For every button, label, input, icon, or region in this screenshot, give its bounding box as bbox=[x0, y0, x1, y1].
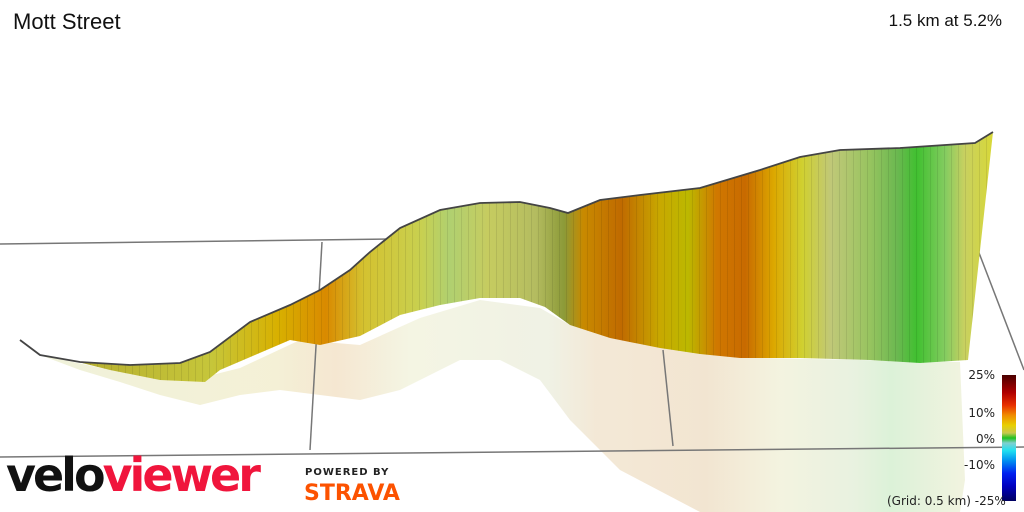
legend-label-10: 10% bbox=[968, 406, 995, 420]
profile-reflection bbox=[40, 300, 965, 512]
legend-label-0: 0% bbox=[975, 432, 995, 446]
legend-label-minus10: -10% bbox=[963, 458, 995, 472]
veloviewer-logo: veloviewer bbox=[6, 452, 261, 498]
strava-logo: STRAVA bbox=[304, 481, 400, 506]
logo-viewer: viewer bbox=[102, 448, 261, 502]
legend-label-25: 25% bbox=[968, 368, 995, 382]
segment-summary: 1.5 km at 5.2% bbox=[888, 11, 1002, 30]
grid-note-text: (Grid: 0.5 km) bbox=[887, 494, 971, 508]
powered-by-label: POWERED BY bbox=[305, 467, 390, 478]
segment-title: Mott Street bbox=[13, 9, 121, 34]
gradient-colorbar bbox=[1002, 375, 1016, 501]
logo-velo: velo bbox=[6, 448, 106, 502]
grid-lines bbox=[0, 238, 1024, 458]
profile-ridge-line bbox=[19, 131, 994, 366]
legend-label-minus25: -25% bbox=[974, 494, 1006, 508]
grid-note: (Grid: 0.5 km) -25% bbox=[887, 494, 1006, 508]
